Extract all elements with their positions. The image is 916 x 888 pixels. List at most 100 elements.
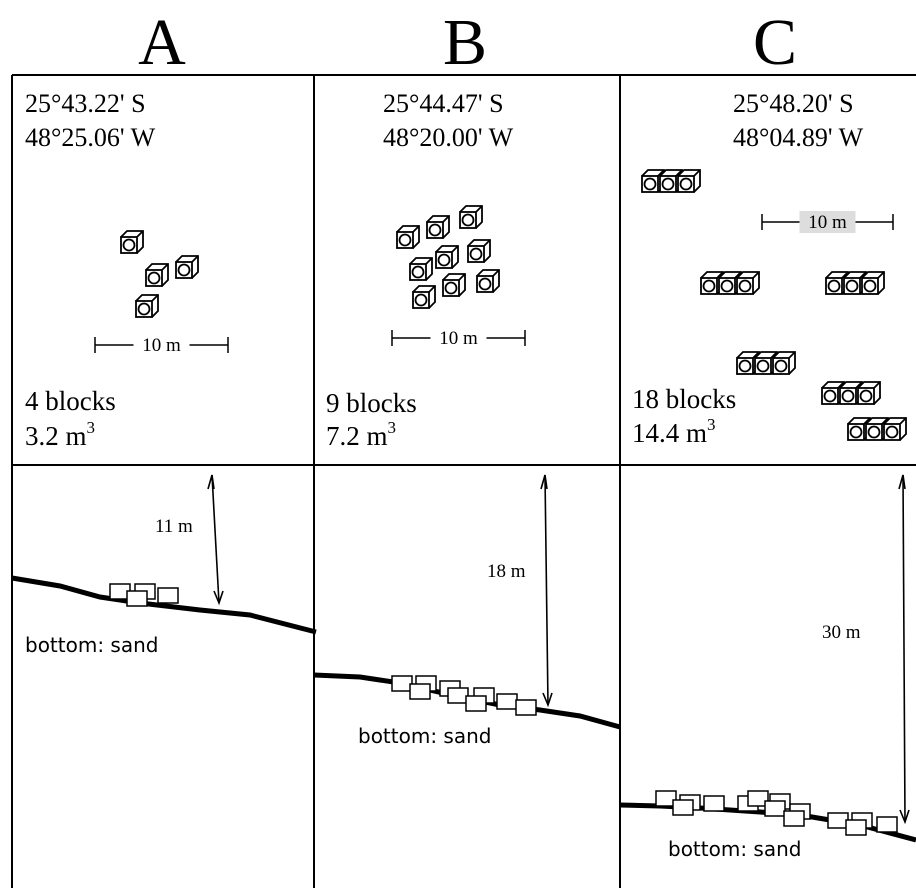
block-edge [442,215,450,223]
block-icon [442,273,466,297]
block-edge [693,169,701,177]
sunk-block [783,810,805,827]
sunk-block [703,795,725,812]
block-icon [175,255,199,279]
block-hole [437,253,451,267]
block-hole [661,177,675,191]
block-edge [881,417,889,425]
arrow-head-bottom [213,590,224,606]
block-hole [679,177,693,191]
block-icon [467,239,491,263]
block-icon [736,351,760,375]
block-hole [414,293,428,307]
block-icon [718,271,742,295]
block-icon [659,169,683,193]
block-count: 4 blocks [25,386,116,416]
block-icon [736,271,760,295]
volume-value: 3.2 m [25,421,87,451]
block-icon [412,285,436,309]
bottom-type: bottom: sand [25,633,158,657]
latitude: 25°48.20' S [733,89,854,118]
block-edge [492,269,500,277]
block-edge [675,169,683,177]
block-edge [425,257,433,265]
block-edge [788,351,796,359]
block-icon [120,230,144,254]
seabed [11,575,317,635]
scale-label-bg [430,327,487,349]
grid [11,74,916,888]
block-edge [877,271,885,279]
block-edge [161,263,169,271]
block-icon [839,381,863,405]
block-icon [641,169,665,193]
block-hole [867,425,881,439]
sunk-block [409,683,431,700]
column-label: B [443,6,487,79]
block-icon [426,215,450,239]
arrow-head-bottom [542,692,553,708]
block-hole [774,359,788,373]
sunk-block [496,693,518,710]
sunk-block [515,699,537,716]
column-label: C [753,6,797,79]
block-hole [461,213,475,227]
volume: 14.4 m3 [632,415,716,448]
sunk-block [157,587,179,604]
scale-label-bg [133,334,190,356]
arrow-shaft [544,474,549,706]
block-icon [435,245,459,269]
block-hole [738,279,752,293]
block-hole [122,238,136,252]
block-icon [409,257,433,281]
block-hole [177,263,191,277]
block-icon [861,271,885,295]
block-edge [752,271,760,279]
sunk-block [447,687,469,704]
block-hole [841,389,855,403]
depth-arrow [207,474,224,606]
depth-arrow [898,474,910,825]
volume: 3.2 m3 [25,418,95,451]
block-count: 9 blocks [326,388,417,418]
longitude: 48°20.00' W [383,123,514,152]
arrow-head-top [207,474,215,490]
bottom-type: bottom: sand [668,837,801,861]
depth-label: 30 m [822,622,861,643]
longitude: 48°04.89' W [733,123,864,152]
block-icon [883,417,907,441]
sunk-block [876,816,898,833]
latitude: 25°44.47' S [383,89,504,118]
block-icon [847,417,871,441]
block-hole [859,389,873,403]
block-hole [411,265,425,279]
depth-arrow [540,474,553,708]
sunk-block [655,790,677,807]
block-edge [734,271,742,279]
block-edge [863,417,871,425]
block-edge [752,351,760,359]
block-edge [428,285,436,293]
arrow-shaft [211,474,220,604]
scale-label: 10 m [808,212,847,233]
block-edge [412,225,420,233]
block-edge [483,239,491,247]
scale-label-bg [799,211,856,233]
latitude: 25°43.22' S [25,89,146,118]
block-hole [398,233,412,247]
block-icon [476,269,500,293]
block-edge [859,271,867,279]
sunk-block [391,675,413,692]
block-edge [151,294,159,302]
volume-exponent: 3 [707,415,716,434]
block-hole [702,279,716,293]
block-hole [738,359,752,373]
block-edge [657,169,665,177]
depth-label: 11 m [155,516,193,537]
block-hole [147,271,161,285]
block-hole [827,279,841,293]
block-hole [643,177,657,191]
block-icon [825,271,849,295]
block-count: 18 blocks [632,384,736,414]
